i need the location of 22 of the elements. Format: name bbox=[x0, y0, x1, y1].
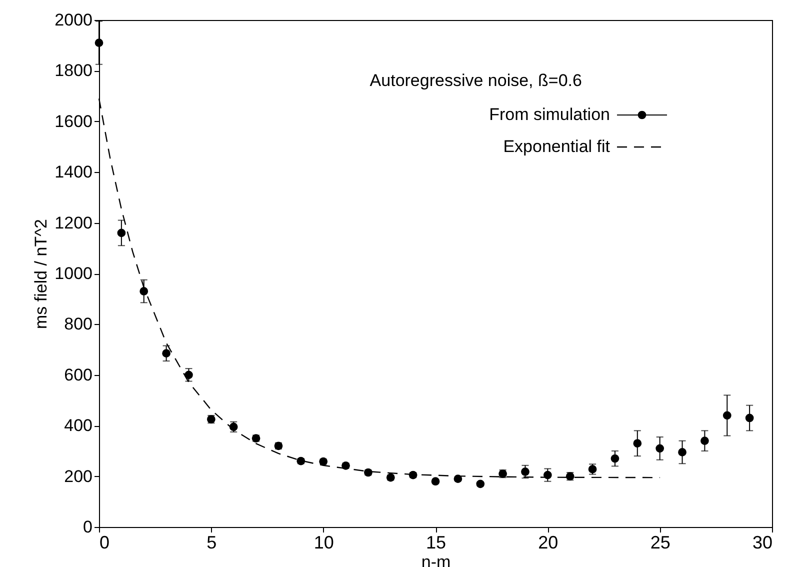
y-tick-label: 600 bbox=[64, 365, 92, 384]
y-tick-label: 0 bbox=[83, 518, 92, 536]
y-tick-label: 1000 bbox=[54, 264, 92, 283]
legend-label: Exponential fit bbox=[503, 137, 610, 156]
x-tick-label: 30 bbox=[752, 532, 772, 552]
x-tick-label: 10 bbox=[314, 532, 334, 552]
y-tick-label: 1400 bbox=[54, 162, 92, 182]
x-tick-label: 0 bbox=[100, 532, 110, 552]
y-tick-label: 200 bbox=[64, 466, 92, 486]
y-tick-label: 1600 bbox=[54, 112, 92, 131]
x-tick-label: 5 bbox=[206, 532, 217, 552]
x-tick-label: 25 bbox=[650, 532, 670, 552]
y-tick-label: 1200 bbox=[54, 213, 92, 232]
y-axis-title: ms field / nT^2 bbox=[32, 218, 51, 330]
legend-label: From simulation bbox=[489, 105, 610, 124]
y-tick-label: 2000 bbox=[54, 10, 92, 30]
annotation: Autoregressive noise, ß=0.6 bbox=[370, 70, 582, 90]
y-tick-label: 400 bbox=[64, 416, 92, 436]
x-tick-label: 20 bbox=[538, 532, 558, 552]
y-tick-label: 800 bbox=[64, 314, 92, 334]
y-tick-label: 1800 bbox=[54, 61, 92, 80]
x-tick-label: 15 bbox=[426, 532, 446, 552]
